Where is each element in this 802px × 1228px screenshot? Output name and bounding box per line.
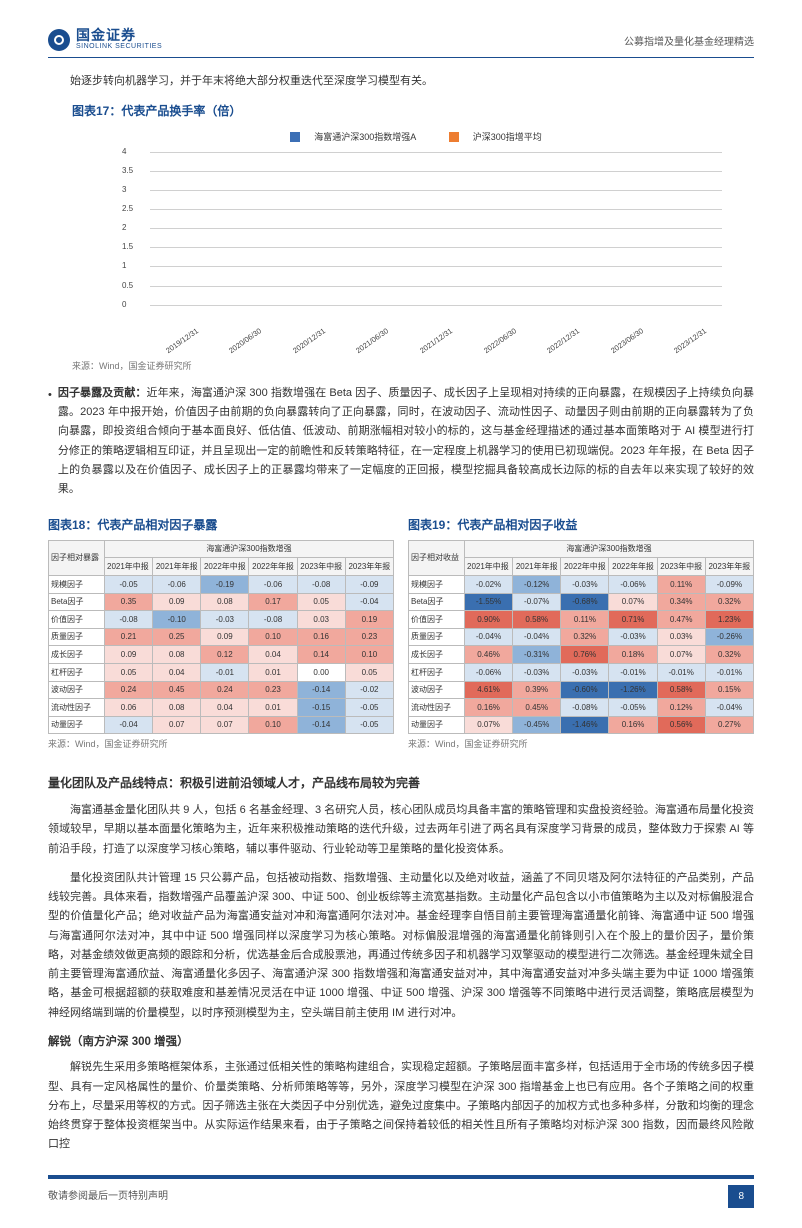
chart17-title: 图表17：代表产品换手率（倍） bbox=[72, 101, 754, 121]
chart17-source: 来源：Wind，国金证券研究所 bbox=[72, 359, 754, 374]
bullet-icon: • bbox=[48, 384, 52, 500]
chart18-title: 图表18：代表产品相对因子暴露 bbox=[48, 515, 394, 535]
footer-disclaimer: 敬请参阅最后一页特别声明 bbox=[48, 1188, 168, 1205]
team-section-title: 量化团队及产品线特点：积极引进前沿领域人才，产品线布局较为完善 bbox=[48, 773, 754, 793]
legend-b-label: 沪深300指增平均 bbox=[473, 130, 542, 145]
logo-cn: 国金证券 bbox=[76, 28, 162, 43]
team-p2: 量化投资团队共计管理 15 只公募产品，包括被动指数、指数增强、主动量化以及绝对… bbox=[48, 869, 754, 1023]
intro-paragraph: 始逐步转向机器学习，并于年末将绝大部分权重迭代至深度学习模型有关。 bbox=[48, 72, 754, 91]
jierui-title: 解锐（南方沪深 300 增强） bbox=[48, 1033, 754, 1053]
logo-icon bbox=[48, 29, 70, 51]
chart19-title: 图表19：代表产品相对因子收益 bbox=[408, 515, 754, 535]
chart19-source: 来源：Wind，国金证券研究所 bbox=[408, 737, 754, 752]
team-p1: 海富通基金量化团队共 9 人，包括 6 名基金经理、3 名研究人员，核心团队成员… bbox=[48, 801, 754, 859]
factor-bullet: • 因子暴露及贡献：近年来，海富通沪深 300 指数增强在 Beta 因子、质量… bbox=[48, 384, 754, 500]
header-category: 公募指增及量化基金经理精选 bbox=[624, 34, 754, 51]
table-factor-exposure: 因子相对暴露海富通沪深300指数增强2021年中报2021年年报2022年中报2… bbox=[48, 540, 394, 735]
chart17: 海富通沪深300指数增强A 沪深300指增平均 00.511.522.533.5… bbox=[108, 126, 734, 356]
footer: 敬请参阅最后一页特别声明 8 bbox=[48, 1175, 754, 1208]
logo-en: SINOLINK SECURITIES bbox=[76, 43, 162, 51]
page-header: 国金证券 SINOLINK SECURITIES 公募指增及量化基金经理精选 bbox=[48, 28, 754, 58]
factor-text: 因子暴露及贡献：近年来，海富通沪深 300 指数增强在 Beta 因子、质量因子… bbox=[58, 384, 754, 500]
table-factor-return: 因子相对收益海富通沪深300指数增强2021年中报2021年年报2022年中报2… bbox=[408, 540, 754, 735]
legend-a-label: 海富通沪深300指数增强A bbox=[314, 130, 416, 145]
chart18-source: 来源：Wind，国金证券研究所 bbox=[48, 737, 394, 752]
page-number: 8 bbox=[728, 1185, 754, 1208]
logo: 国金证券 SINOLINK SECURITIES bbox=[48, 28, 162, 51]
chart17-legend: 海富通沪深300指数增强A 沪深300指增平均 bbox=[120, 130, 722, 148]
jierui-p1: 解锐先生采用多策略框架体系，主张通过低相关性的策略构建组合，实现稳定超额。子策略… bbox=[48, 1058, 754, 1154]
